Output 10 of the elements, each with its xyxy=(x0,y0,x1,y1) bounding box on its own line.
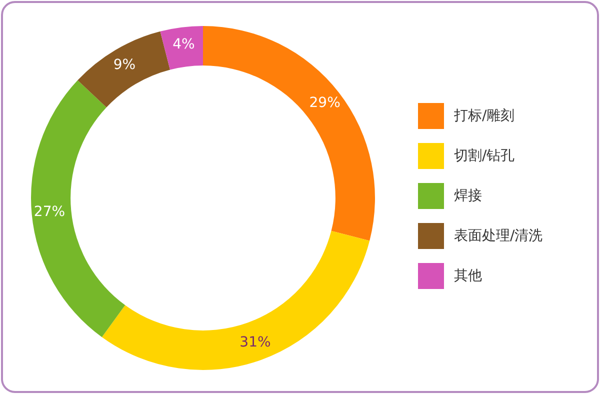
legend-label: 打标/雕刻 xyxy=(454,107,515,125)
data-label: 29% xyxy=(309,95,340,112)
legend-label: 其他 xyxy=(454,267,482,285)
data-label: 4% xyxy=(172,36,195,53)
legend-label: 切割/钻孔 xyxy=(454,147,515,165)
data-label: 9% xyxy=(113,56,136,73)
legend-label: 焊接 xyxy=(454,187,482,205)
legend-label: 表面处理/清洗 xyxy=(454,227,543,245)
data-label: 31% xyxy=(240,334,271,351)
data-label: 27% xyxy=(34,204,66,220)
